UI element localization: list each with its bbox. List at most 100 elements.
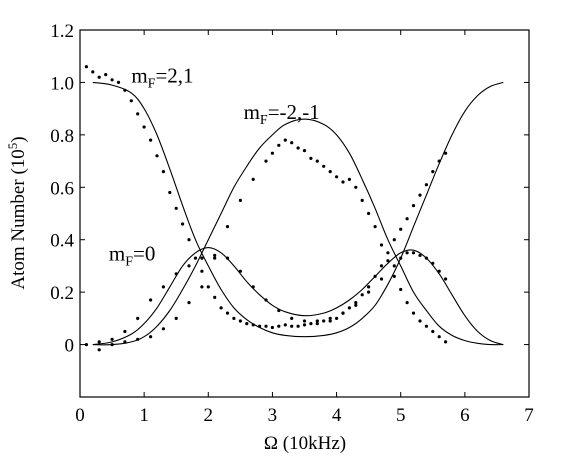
data-point <box>277 308 281 313</box>
data-point <box>431 329 435 334</box>
series-label-1: mF=-2,-1 <box>244 100 320 128</box>
y-tick-label: 0.4 <box>50 231 74 252</box>
x-tick-label: 0 <box>75 405 85 426</box>
data-point <box>341 311 345 315</box>
data-point <box>238 319 242 323</box>
data-point <box>290 324 294 328</box>
theory-curve-2 <box>92 247 504 346</box>
data-point <box>405 217 409 221</box>
data-point <box>187 264 191 268</box>
data-point <box>200 256 204 260</box>
data-point <box>315 322 319 326</box>
data-point <box>379 277 384 281</box>
data-point <box>392 274 396 278</box>
data-point <box>97 348 101 352</box>
data-point <box>315 159 319 163</box>
y-axis-title-close: ) <box>8 136 29 142</box>
data-point <box>315 319 319 323</box>
data-point <box>251 323 255 327</box>
x-tick-label: 3 <box>268 405 278 426</box>
data-point <box>424 183 428 187</box>
y-tick-label: 1.2 <box>50 21 74 42</box>
x-tick-label: 4 <box>332 405 342 426</box>
y-axis-title-main: Atom Number (10 <box>8 149 29 289</box>
data-point <box>264 324 268 328</box>
data-point <box>264 298 268 302</box>
data-point <box>116 80 121 84</box>
theory-curves <box>92 81 504 346</box>
data-point <box>341 180 345 184</box>
series-label-sub: F <box>260 113 268 128</box>
data-point <box>187 301 191 305</box>
data-point <box>373 274 377 278</box>
data-point <box>424 324 428 328</box>
axis-ticks: 0 1 2 3 4 5 6 7 0 0.2 0.4 0.6 0.8 1.0 1.2 <box>50 21 534 426</box>
y-axis-title: Atom Number (105) <box>5 136 29 289</box>
data-point <box>149 138 153 142</box>
theory-curve-0 <box>92 81 504 338</box>
data-point <box>379 264 384 268</box>
data-point <box>379 243 384 247</box>
theory-curve-1 <box>92 118 504 346</box>
data-point <box>277 143 281 147</box>
y-tick-label: 0 <box>65 336 75 357</box>
data-point <box>168 190 172 195</box>
data-point <box>335 316 339 320</box>
data-point <box>405 301 409 305</box>
data-point <box>360 198 364 202</box>
data-point <box>399 287 403 292</box>
data-point <box>97 340 101 344</box>
data-point <box>411 251 416 255</box>
data-point <box>136 112 140 116</box>
data-point <box>206 285 210 289</box>
data-point <box>399 227 403 231</box>
data-point <box>129 99 133 103</box>
data-point <box>328 316 332 320</box>
data-point <box>347 177 351 181</box>
data-point <box>174 206 178 210</box>
data-point <box>302 323 307 327</box>
x-tick-label: 1 <box>139 405 149 426</box>
data-point <box>411 204 416 208</box>
data-point <box>302 319 307 323</box>
data-point <box>245 322 249 326</box>
data-point <box>219 306 223 310</box>
data-point <box>238 269 242 273</box>
data-point <box>258 324 262 328</box>
data-point <box>302 149 307 153</box>
series-label-2: mF=0 <box>109 242 155 270</box>
series-label-rest: =2,1 <box>155 63 193 87</box>
data-point <box>309 156 313 160</box>
data-point <box>232 316 236 320</box>
y-tick-label: 1.0 <box>50 73 74 94</box>
data-point <box>161 327 165 331</box>
data-point <box>149 298 153 302</box>
data-point <box>283 323 287 327</box>
data-point <box>335 175 339 179</box>
data-point <box>161 170 165 174</box>
data-point <box>110 337 114 341</box>
data-point <box>123 329 127 334</box>
data-point <box>354 303 358 307</box>
data-point <box>200 269 204 273</box>
data-point <box>373 225 377 229</box>
data-point <box>322 164 326 168</box>
data-point <box>161 285 165 289</box>
data-point <box>84 65 88 69</box>
data-point <box>431 170 435 174</box>
data-point <box>309 322 313 326</box>
data-point <box>251 285 255 289</box>
data-point <box>123 340 127 344</box>
data-point <box>110 78 114 82</box>
y-tick-label: 0.8 <box>50 126 74 147</box>
data-point <box>418 319 422 323</box>
data-point <box>104 73 108 77</box>
x-tick-label: 6 <box>460 405 470 426</box>
data-point <box>431 261 435 265</box>
data-point <box>444 277 448 281</box>
data-point <box>418 253 422 257</box>
series-label-rest: =-2,-1 <box>268 100 320 124</box>
data-point <box>213 295 217 299</box>
data-point <box>354 301 358 305</box>
